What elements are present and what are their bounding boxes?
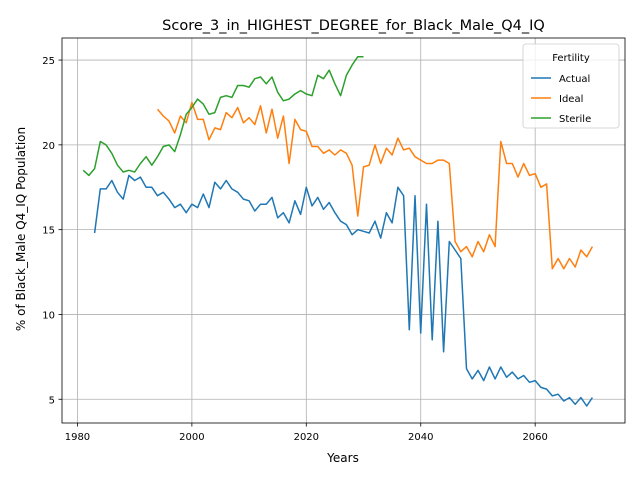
x-tick-label: 2020 [294, 432, 319, 443]
legend-label-actual: Actual [559, 74, 590, 85]
y-tick-label: 10 [42, 310, 55, 321]
x-tick-label: 2040 [408, 432, 433, 443]
legend-box [522, 43, 620, 129]
x-tick-label: 2060 [522, 432, 547, 443]
legend: Fertility Actual Ideal Sterile [522, 43, 620, 129]
series-layer [82, 55, 594, 407]
legend-title: Fertility [552, 53, 590, 64]
y-axis-label: % of Black_Male Q4_IQ Population [14, 127, 28, 331]
y-tick-label: 20 [42, 141, 55, 152]
series-line-actual [93, 174, 594, 407]
y-tick-label: 15 [42, 226, 55, 237]
x-axis: 1980 2000 2020 2040 2060 [65, 423, 548, 443]
y-axis: 5 10 15 20 25 [42, 56, 62, 406]
y-tick-label: 5 [49, 395, 55, 406]
legend-label-ideal: Ideal [559, 94, 583, 105]
chart-title: Score_3_in_HIGHEST_DEGREE_for_Black_Male… [162, 18, 545, 34]
series-line-sterile [82, 55, 364, 177]
series-line-ideal [156, 101, 594, 270]
y-tick-label: 25 [42, 56, 55, 67]
plot-area-frame [61, 37, 626, 424]
x-tick-label: 2000 [179, 432, 204, 443]
x-axis-label: Years [326, 451, 359, 465]
x-tick-label: 1980 [65, 432, 90, 443]
legend-label-sterile: Sterile [559, 114, 591, 125]
